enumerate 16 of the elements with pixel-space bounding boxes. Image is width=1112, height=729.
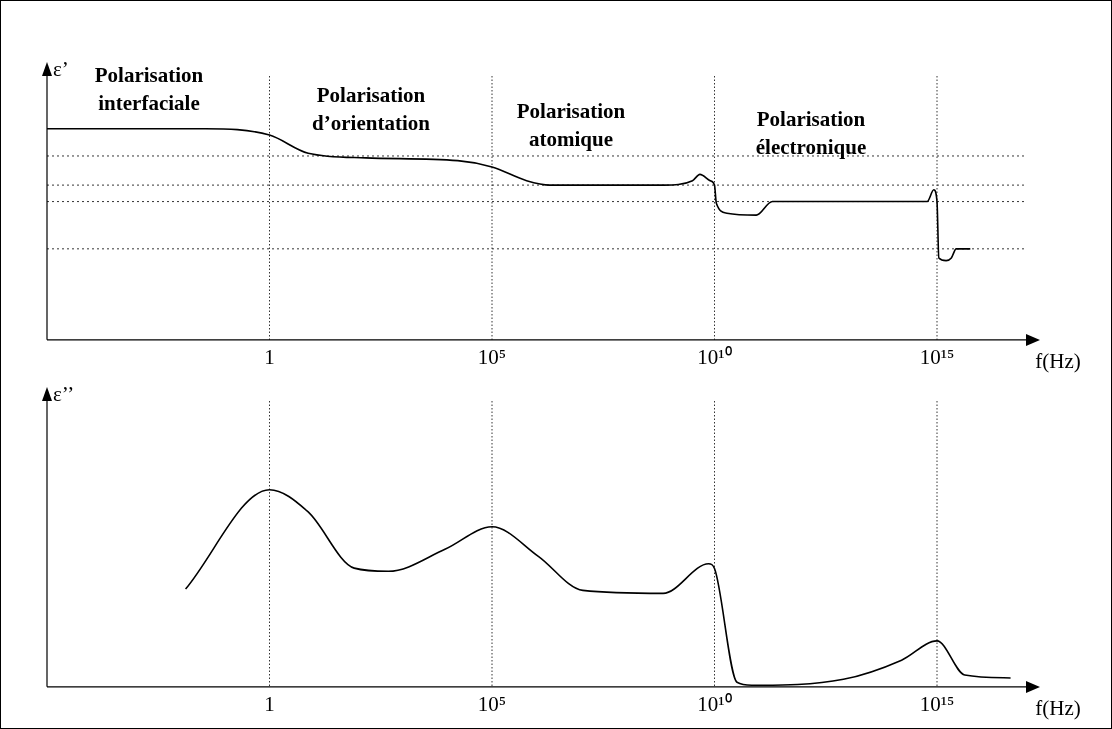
annotation: Polarisation d’orientation bbox=[312, 83, 431, 136]
x-tick-label: 1 bbox=[264, 691, 275, 716]
annotation: Polarisation atomique bbox=[516, 99, 626, 152]
x-axis-title: f(Hz) bbox=[1035, 695, 1081, 720]
x-tick-label: 10⁵ bbox=[477, 691, 507, 716]
x-tick-label: 1 bbox=[264, 344, 275, 369]
x-tick-label: 10¹⁰ bbox=[697, 691, 732, 716]
x-tick-label: 10⁵ bbox=[477, 344, 507, 369]
x-tick-label: 10¹⁵ bbox=[919, 344, 955, 369]
x-tick-label: 10¹⁵ bbox=[919, 691, 955, 716]
annotation: Polarisation électronique bbox=[755, 107, 867, 160]
x-tick-label: 10¹⁰ bbox=[697, 344, 732, 369]
text: Polarisation interfaciale bbox=[94, 63, 204, 116]
y-axis-title: ε’ bbox=[53, 56, 69, 81]
y-axis-title: ε’’ bbox=[53, 381, 75, 406]
x-axis-title: f(Hz) bbox=[1035, 348, 1081, 373]
